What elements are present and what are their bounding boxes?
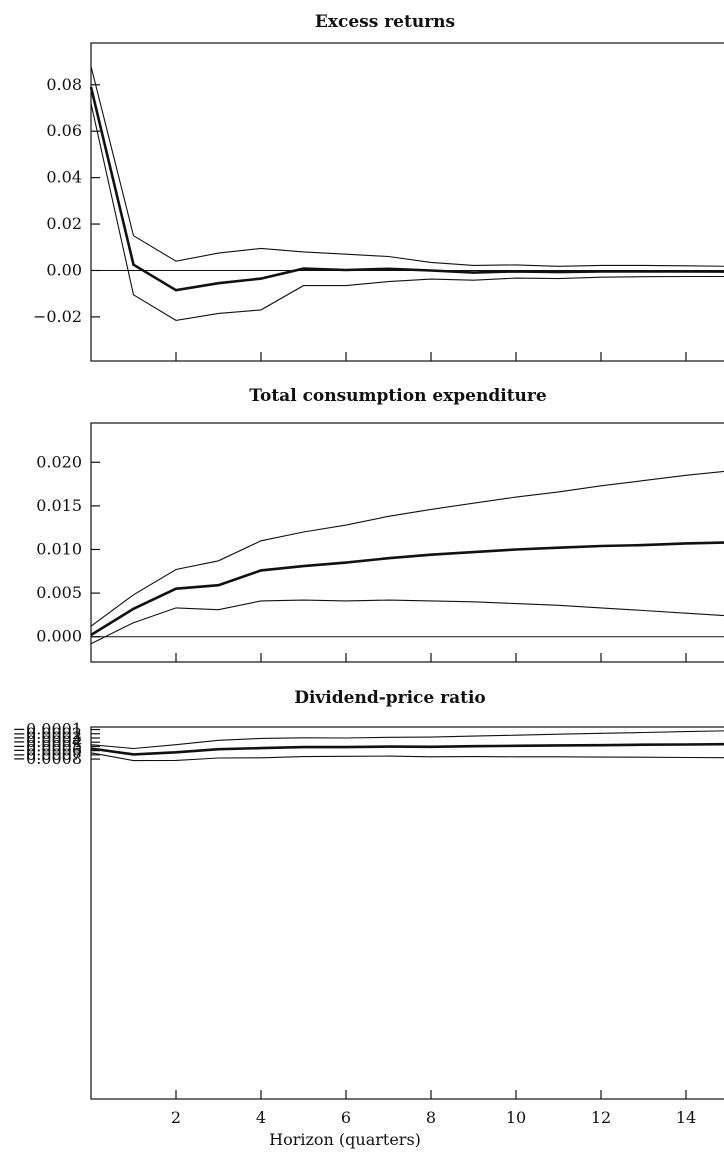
y-tick-label: 0.00	[46, 260, 82, 279]
y-tick-label: 0.04	[46, 168, 82, 187]
y-tick-label: −0.0005	[13, 736, 82, 755]
y-tick-label: −0.0001	[13, 720, 82, 739]
tick-layer: 2 4 6 8 10 12 14 −0.0001−0.0002−0.0003−0.0004−0…	[13, 720, 697, 1127]
x-tick-label: 12	[591, 1108, 611, 1127]
confidence-band-lower	[90, 752, 724, 762]
y-tick-label: −0.0007	[13, 745, 82, 764]
confidence-band-lower	[90, 103, 724, 321]
confidence-band-upper	[90, 730, 724, 750]
y-tick-label: 0.020	[36, 452, 82, 471]
y-tick-label: 0.02	[46, 214, 82, 233]
y-tick-label: −0.0002	[13, 724, 82, 743]
confidence-band-lower	[90, 599, 724, 645]
y-tick-label: 0.06	[46, 121, 82, 140]
y-tick-label: −0.02	[33, 307, 82, 326]
x-tick-label: 14	[676, 1108, 696, 1127]
x-axis-label: Horizon (quarters)	[269, 1130, 421, 1149]
panel-title: Dividend-price ratio	[294, 688, 486, 708]
y-tick-label: 0.08	[46, 75, 82, 94]
y-tick-label: −0.0006	[13, 741, 82, 760]
panel-title: Excess returns	[315, 12, 455, 32]
y-tick-label: −0.0003	[13, 728, 82, 747]
x-tick-label: 2	[171, 1108, 181, 1127]
panel-total-consumption-expenditure: Total consumption expenditure 0.020 0.015…	[36, 386, 724, 663]
confidence-band-upper	[90, 470, 724, 627]
y-tick-label: −0.0004	[13, 732, 82, 751]
impulse-response-line	[90, 541, 724, 637]
y-tick-label: 0.000	[36, 627, 82, 646]
y-tick-label: 0.015	[36, 496, 82, 515]
plot-frame	[90, 422, 724, 663]
tick-layer: 0.08 0.06 0.04 0.02 0.00 −0.02	[33, 75, 687, 361]
plot-frame	[90, 42, 724, 362]
panel-dividend-price-ratio: Dividend-price ratio 2 4 6 8 10 12 14−0.0001−0…	[13, 688, 724, 1149]
series-layer	[89, 66, 724, 321]
y-tick-label: −0.0008	[13, 749, 82, 768]
panel-excess-returns: Excess returns 0.08 0.06 0.04 0.02 0.00 −0.02	[33, 12, 724, 362]
series-layer	[90, 470, 724, 645]
y-tick-label: 0.010	[36, 539, 82, 558]
series-layer	[90, 730, 724, 762]
x-tick-label: 8	[426, 1108, 436, 1127]
x-tick-label: 4	[256, 1108, 266, 1127]
tick-layer: 0.020 0.015 0.010 0.005 0.000	[36, 452, 687, 662]
x-tick-label: 6	[341, 1108, 351, 1127]
panel-title: Total consumption expenditure	[249, 386, 547, 406]
impulse-response-line	[90, 742, 724, 756]
y-tick-label: 0.005	[36, 583, 82, 602]
plot-frame	[90, 726, 724, 1100]
confidence-band-upper	[90, 66, 724, 267]
x-tick-label: 10	[506, 1108, 526, 1127]
impulse-response-line	[89, 86, 724, 292]
